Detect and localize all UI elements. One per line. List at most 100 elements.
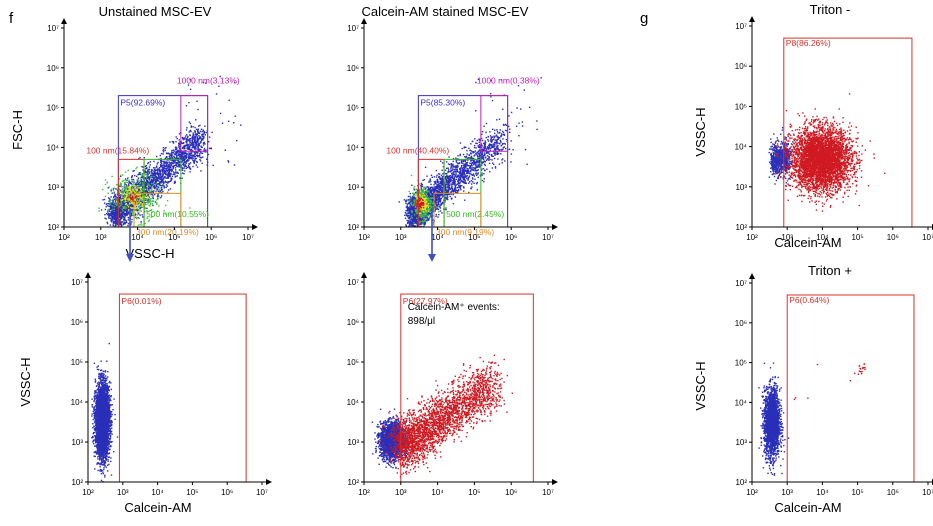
event-dot [458,184,460,187]
event-dot [165,173,167,175]
event-dot [476,183,478,185]
event-dot [406,204,408,206]
event-dot [147,175,149,177]
event-dot [114,204,116,206]
event-dot [414,199,417,201]
event-dot [118,178,121,180]
event-dot [453,176,456,179]
event-dot [450,180,452,182]
event-dot [451,190,453,193]
event-dot [442,166,445,168]
event-dot [464,181,467,184]
event-dot [493,146,495,148]
event-dot [130,187,133,189]
event-dot [405,202,407,205]
event-dot [126,212,129,215]
event-dot [487,151,489,153]
event-dot [432,210,435,212]
event-dot [131,204,133,207]
event-dot [201,134,203,136]
event-dot [166,162,168,165]
event-dot [445,178,447,181]
event-dot [128,184,130,186]
event-dot [116,204,118,207]
event-dot [194,141,196,143]
x-tick-label: 10⁷ [242,233,254,242]
event-dot [148,166,151,168]
event-dot [185,144,187,147]
event-dot [417,189,419,191]
event-dot [146,177,148,180]
panel-letter-g: g [640,10,648,27]
event-dot [157,183,159,185]
event-dot [453,181,455,183]
event-dot [436,196,438,198]
event-dot [108,200,110,202]
event-dot [109,224,112,226]
x-tick-label: 10³ [95,233,107,242]
event-dot [148,171,151,173]
event-dot [191,147,193,149]
event-dot [184,170,186,172]
event-dot [187,154,190,156]
event-dot [406,219,408,222]
event-dot [450,169,453,172]
event-dot [189,154,191,156]
event-dot [168,173,171,175]
event-dot [186,161,188,163]
event-dot [133,189,135,191]
event-dot [115,195,117,198]
event-dot [121,199,123,202]
event-dot [176,156,178,158]
event-dot [483,160,485,162]
event-dot [167,173,169,175]
event-dot [114,217,116,219]
event-dot [136,199,138,202]
chart-b: P5(85.30%)1000 nm(0.38%)100 nm(40.40%)50… [347,18,558,242]
event-dot [192,126,194,128]
event-dot [105,218,107,220]
event-dot [175,141,177,143]
event-dot [156,203,158,205]
event-dot [120,174,122,176]
event-dot [126,185,128,188]
event-dot [462,160,465,162]
event-dot [156,171,159,173]
event-dot [173,159,176,162]
event-dot [159,169,161,171]
event-dot [175,150,178,153]
event-dot [489,145,491,147]
event-dot [177,149,179,151]
event-dot [150,216,153,218]
event-dot [163,186,165,189]
event-dot [103,198,106,201]
event-dot [162,178,164,180]
event-dot [470,162,472,165]
event-dot [127,195,129,198]
event-dot [128,200,131,203]
event-dot [145,194,148,196]
event-dot [122,195,124,197]
event-dot [125,186,127,188]
event-dot [450,166,452,169]
event-dot [188,158,190,160]
event-dot [195,157,197,160]
event-dot [198,125,200,127]
event-dot [143,157,145,159]
event-dot [413,209,416,212]
event-dot [477,155,479,158]
event-dot [204,134,206,136]
event-dot [190,154,192,156]
event-dot [462,172,465,174]
event-dot [143,210,146,213]
event-dot [176,165,178,168]
event-dot [191,157,193,159]
event-dot [163,182,165,185]
event-dot [183,165,186,167]
event-dot [166,164,168,166]
event-dot [144,202,146,205]
event-dot [440,184,443,186]
event-dot [477,169,479,171]
event-dot [174,161,176,163]
event-dot [449,195,451,198]
